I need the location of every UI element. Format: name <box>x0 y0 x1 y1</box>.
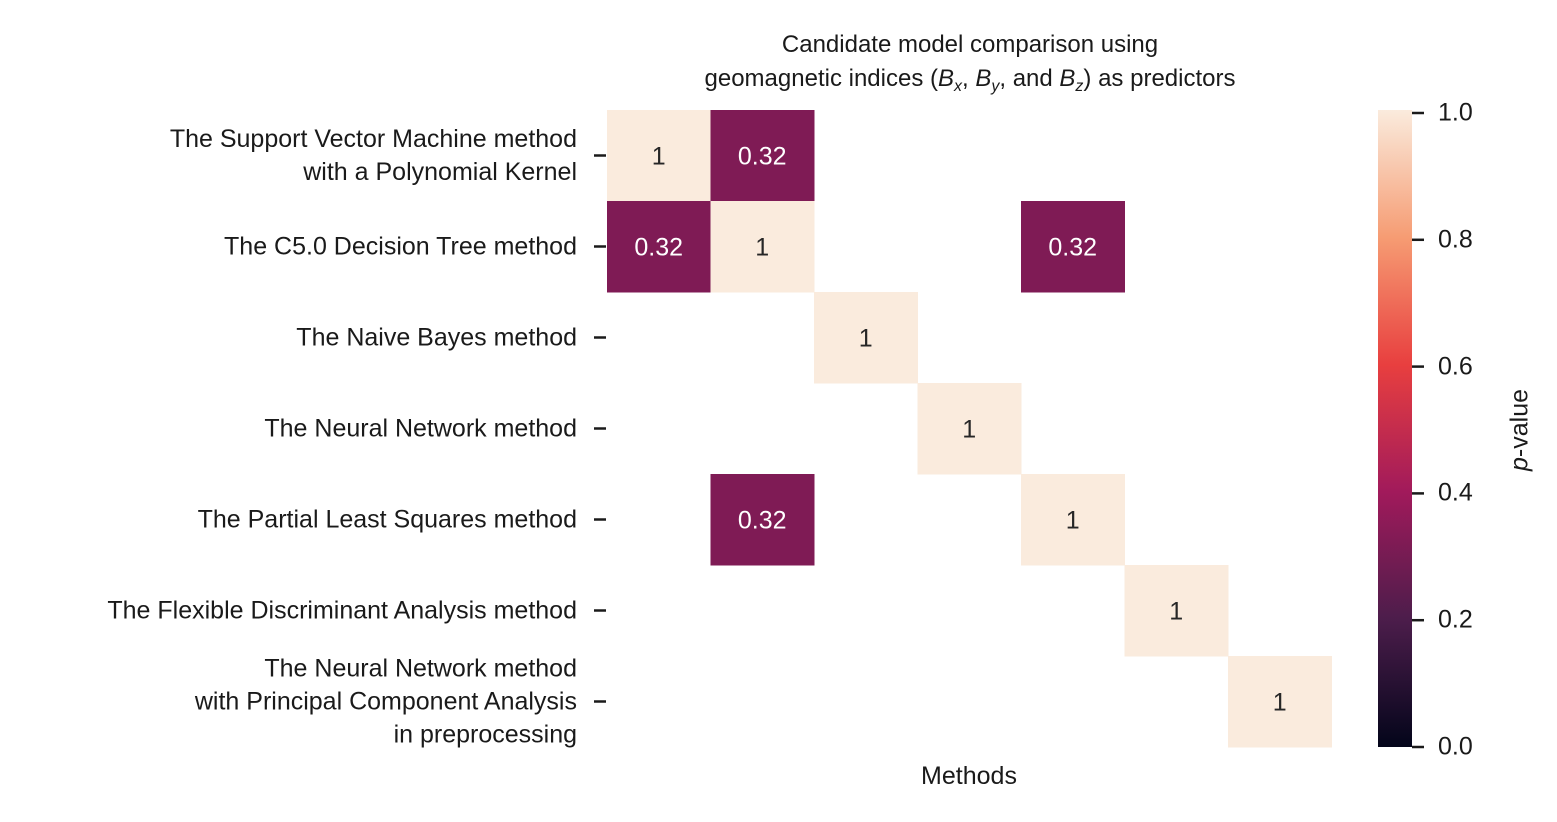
cell-value-label: 1 <box>859 325 873 353</box>
colorbar-tick-label: 0.6 <box>1438 352 1473 381</box>
y-tick-label: The C5.0 Decision Tree method <box>224 230 577 263</box>
title-line-1: Candidate model comparison using <box>781 31 1159 58</box>
y-tick-label-line: The Flexible Discriminant Analysis metho… <box>107 596 577 624</box>
y-tick-label-line: The Support Vector Machine method <box>169 124 577 153</box>
y-tick-label: The Neural Network method with Principal … <box>195 652 577 751</box>
title-text: , and <box>999 65 1060 92</box>
colorbar-label-rest: -value <box>1505 389 1534 458</box>
heatmap-cell <box>1228 656 1332 748</box>
heatmap-cell <box>710 474 815 566</box>
title-text: geomagnetic indices ( <box>704 65 938 92</box>
title-sub: x <box>954 78 962 95</box>
y-tick-marks <box>594 154 606 703</box>
heatmap-cell <box>607 110 711 202</box>
y-tick-label: The Flexible Discriminant Analysis metho… <box>107 594 577 627</box>
colorbar-tick-marks <box>1412 111 1424 749</box>
colorbar-tick-label: 0.0 <box>1438 732 1473 761</box>
title-sub: z <box>1075 78 1084 95</box>
title-line-2: geomagnetic indices (Bx, By, and Bz) as … <box>570 62 1370 96</box>
title-sub: y <box>991 78 1000 95</box>
cell-value-label: 1 <box>962 416 976 444</box>
cell-value-label: 1 <box>1273 689 1287 717</box>
chart-title: Candidate model comparison using geomagn… <box>570 28 1370 96</box>
heatmap-cell <box>710 110 815 202</box>
colorbar-tick-label: 1.0 <box>1438 98 1473 127</box>
y-tick-label-line: The Partial Least Squares method <box>197 505 577 533</box>
y-tick-label-line: with Principal Component Analysis <box>194 687 577 715</box>
heatmap-cell <box>917 383 1022 475</box>
y-tick-label: The Support Vector Machine method with a … <box>170 123 577 189</box>
y-tick-label: The Naive Bayes method <box>296 321 577 354</box>
title-text: ) as predictors <box>1083 65 1236 92</box>
heatmap-cells: 1 0.32 0.32 1 0.32 1 1 0.32 1 1 1 <box>607 110 1332 748</box>
cell-value-label: 0.32 <box>1048 234 1097 262</box>
heatmap-cell <box>1021 474 1125 566</box>
cell-value-label: 0.32 <box>738 143 787 171</box>
cell-value-label: 1 <box>1066 507 1080 535</box>
y-tick-label: The Neural Network method <box>264 412 577 445</box>
cell-value-label: 1 <box>755 234 769 262</box>
y-tick-label-line: with a Polynomial Kernel <box>303 157 577 186</box>
y-tick-label-line: The Neural Network method <box>264 414 577 442</box>
y-tick-label-line: The Neural Network method <box>264 654 577 682</box>
colorbar-label: p-value <box>1506 389 1535 471</box>
colorbar-label-italic: p <box>1505 457 1534 471</box>
cell-value-label: 1 <box>1169 598 1183 626</box>
x-axis-label: Methods <box>921 762 1017 790</box>
heatmap-cell <box>607 201 711 293</box>
title-var: B <box>1059 65 1076 92</box>
cell-value-label: 1 <box>652 143 666 171</box>
heatmap-cell <box>710 201 815 293</box>
colorbar-tick-label: 0.8 <box>1438 225 1473 254</box>
heatmap-cell <box>1021 201 1125 293</box>
heatmap-cell <box>814 292 918 384</box>
title-var: B <box>937 65 954 92</box>
colorbar <box>1378 110 1412 747</box>
cell-value-label: 0.32 <box>738 507 787 535</box>
y-tick-label-line: in preprocessing <box>393 720 577 748</box>
cell-value-label: 0.32 <box>634 234 683 262</box>
colorbar-tick-label: 0.2 <box>1438 605 1473 634</box>
y-tick-label-line: The Naive Bayes method <box>296 323 577 351</box>
y-tick-label: The Partial Least Squares method <box>198 503 577 536</box>
title-var: B <box>975 65 992 92</box>
colorbar-tick-label: 0.4 <box>1438 478 1473 507</box>
title-text: , <box>962 65 976 92</box>
heatmap-cell <box>1124 565 1229 657</box>
y-tick-label-line: The C5.0 Decision Tree method <box>224 232 577 260</box>
